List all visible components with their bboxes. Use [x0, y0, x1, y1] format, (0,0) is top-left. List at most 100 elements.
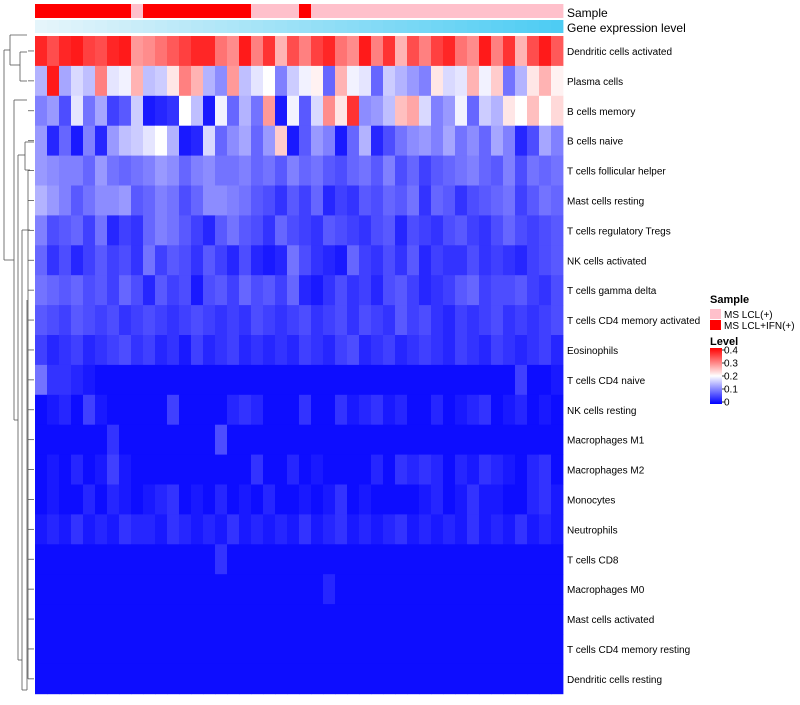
- heatmap-cell: [155, 634, 168, 665]
- heatmap-cell: [527, 394, 540, 426]
- heatmap-cell: [395, 65, 408, 97]
- heatmap-cell: [179, 364, 192, 396]
- heatmap-cell: [551, 245, 564, 276]
- heatmap-cell: [83, 305, 96, 336]
- heatmap-cell: [383, 215, 396, 246]
- heatmap-cell: [503, 544, 516, 575]
- heatmap-cell: [383, 663, 396, 695]
- legend-swatch-lcl: [710, 309, 721, 319]
- heatmap-cell: [503, 394, 516, 426]
- heatmap-cell: [359, 36, 372, 67]
- heatmap-cell: [299, 215, 312, 246]
- heatmap-cell: [71, 245, 84, 276]
- row-label: T cells regulatory Tregs: [567, 226, 671, 237]
- heatmap-cell: [359, 394, 372, 426]
- heatmap-cell: [371, 663, 384, 695]
- heatmap-cell: [539, 574, 552, 605]
- heatmap-cell: [179, 305, 192, 336]
- heatmap-cell: [335, 155, 348, 186]
- row-label: Dendritic cells activated: [567, 47, 672, 58]
- heatmap-cell: [119, 454, 132, 485]
- heatmap-cell: [143, 364, 156, 396]
- heatmap-cell: [239, 663, 252, 695]
- heatmap-cell: [323, 544, 336, 575]
- heatmap-cell: [239, 454, 252, 485]
- heatmap-cell: [467, 484, 480, 515]
- gene-anno-cell: [551, 20, 564, 33]
- heatmap-cell: [323, 335, 336, 366]
- heatmap-cell: [383, 95, 396, 127]
- heatmap-cell: [551, 335, 564, 366]
- heatmap-cell: [395, 245, 408, 276]
- heatmap-cell: [335, 663, 348, 695]
- sample-anno-cell: [47, 4, 60, 18]
- heatmap-cell: [311, 65, 324, 97]
- heatmap-cell: [479, 185, 492, 216]
- heatmap-cell: [359, 484, 372, 515]
- heatmap-cell: [467, 155, 480, 186]
- heatmap-cell: [443, 155, 456, 186]
- heatmap-cell: [155, 394, 168, 426]
- heatmap-cell: [251, 514, 264, 545]
- heatmap-cell: [263, 36, 276, 67]
- heatmap-cell: [395, 215, 408, 246]
- heatmap-cell: [491, 604, 504, 635]
- gene-anno-cell: [299, 20, 312, 33]
- heatmap-cell: [83, 634, 96, 665]
- heatmap-cell: [287, 604, 300, 635]
- heatmap-cell: [275, 125, 288, 156]
- gene-anno-cell: [251, 20, 264, 33]
- heatmap-cell: [323, 155, 336, 186]
- heatmap-cell: [515, 394, 528, 426]
- heatmap-cell: [539, 215, 552, 246]
- legend-swatch-ifn: [710, 320, 721, 330]
- heatmap-cell: [455, 394, 468, 426]
- heatmap-cell: [359, 155, 372, 186]
- heatmap-cell: [167, 424, 180, 455]
- sample-anno-cell: [287, 4, 300, 18]
- heatmap-cell: [203, 36, 216, 67]
- heatmap-cell: [503, 95, 516, 127]
- heatmap-cell: [251, 364, 264, 396]
- heatmap-cell: [251, 155, 264, 186]
- heatmap-cell: [359, 335, 372, 366]
- heatmap-cell: [179, 155, 192, 186]
- heatmap-cell: [395, 394, 408, 426]
- heatmap-cell: [143, 663, 156, 695]
- heatmap-cell: [83, 95, 96, 127]
- heatmap-cell: [59, 574, 72, 605]
- heatmap-cell: [335, 604, 348, 635]
- heatmap-cell: [215, 215, 228, 246]
- heatmap-cell: [419, 185, 432, 216]
- heatmap-cell: [419, 544, 432, 575]
- heatmap-cell: [383, 604, 396, 635]
- heatmap-cell: [443, 394, 456, 426]
- heatmap-cell: [203, 604, 216, 635]
- heatmap-cell: [443, 215, 456, 246]
- heatmap-cell: [299, 574, 312, 605]
- heatmap-cell: [155, 454, 168, 485]
- row-label: NK cells resting: [567, 406, 636, 417]
- heatmap-cell: [275, 544, 288, 575]
- heatmap-cell: [275, 604, 288, 635]
- heatmap-cell: [131, 514, 144, 545]
- heatmap-cell: [479, 394, 492, 426]
- heatmap-cell: [167, 364, 180, 396]
- level-tick-label: 0: [724, 398, 730, 409]
- heatmap-cell: [215, 394, 228, 426]
- heatmap-cell: [299, 514, 312, 545]
- heatmap-cell: [335, 335, 348, 366]
- heatmap-cell: [143, 335, 156, 366]
- heatmap-cell: [311, 634, 324, 665]
- heatmap-cell: [311, 185, 324, 216]
- heatmap-cell: [395, 305, 408, 336]
- heatmap-cell: [335, 514, 348, 545]
- sample-anno-cell: [215, 4, 228, 18]
- heatmap-cell: [191, 484, 204, 515]
- heatmap-cell: [131, 185, 144, 216]
- heatmap-cell: [179, 424, 192, 455]
- heatmap-cell: [311, 394, 324, 426]
- heatmap-cell: [119, 544, 132, 575]
- heatmap-cell: [47, 424, 60, 455]
- heatmap-cell: [479, 634, 492, 665]
